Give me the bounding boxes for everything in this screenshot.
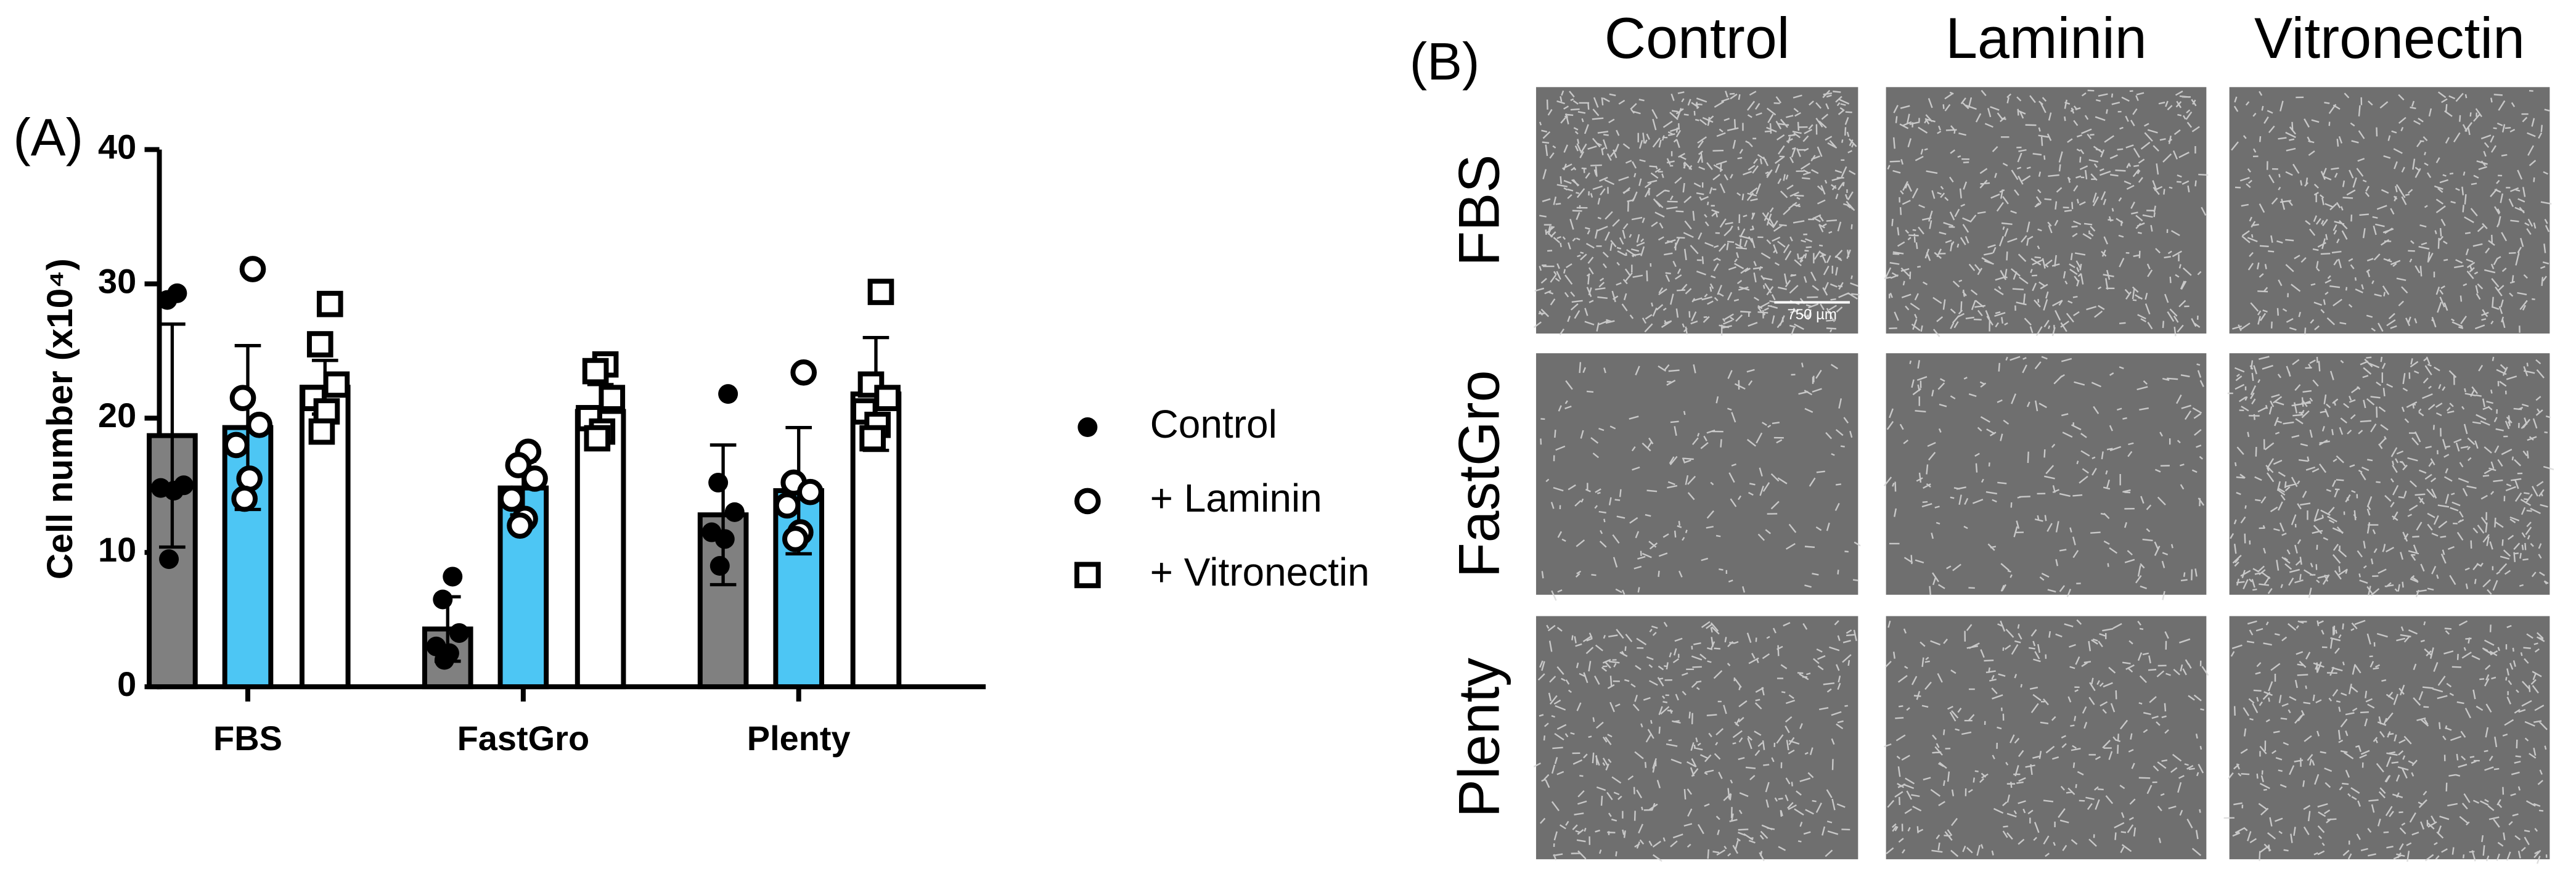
y-tick-label: 20 [98,396,136,435]
data-point [164,481,184,501]
cell-speckles [1540,362,1861,601]
data-point [449,623,469,643]
data-point [874,385,901,411]
data-point [1077,417,1098,438]
data-point [505,452,532,478]
x-tick-label: Plenty [747,719,851,758]
data-point [709,556,730,576]
data-point [859,425,886,452]
data-point [308,418,335,445]
legend-label: + Laminin [1150,476,1322,520]
legend-label: Control [1150,402,1277,446]
data-point [599,385,626,411]
data-point [708,472,729,493]
y-tick-label: 30 [98,261,136,300]
data-point [246,411,272,438]
scale-bar-label: 750 µm [1787,306,1836,323]
micrograph [2229,353,2550,595]
cell-speckles [1884,619,2209,857]
data-point [434,650,454,670]
column-header: Vitronectin [2254,6,2525,70]
data-point [1074,562,1101,589]
micrograph [2229,87,2550,334]
data-point [316,290,343,317]
x-tick-label: FastGro [457,719,590,758]
row-header: FastGro [1447,370,1511,578]
data-point [498,485,525,512]
cell-speckles [2227,356,2554,599]
data-point [433,589,453,610]
data-point [724,502,745,522]
data-point [584,425,611,452]
data-point [306,331,333,358]
panel-label: (A) [13,108,83,167]
data-point [239,256,266,282]
cell-speckles [2223,619,2548,864]
cell-speckles [1884,89,2209,337]
error-bar [159,322,186,549]
data-point [582,358,609,385]
data-point [229,385,256,411]
panel-label: (B) [1410,33,1480,91]
data-point [714,529,735,549]
cell-speckles [1533,620,1857,862]
data-point [521,465,548,492]
cell-speckles [1533,89,1860,336]
micrograph [1535,353,1858,595]
data-point [159,549,179,570]
legend-label: + Vitronectin [1150,550,1370,594]
x-tick-label: FBS [213,719,282,758]
row-header: FBS [1447,155,1511,266]
cell-speckles [2231,89,2552,335]
data-point [1074,488,1101,515]
micrograph [1886,353,2207,595]
column-header: Control [1605,6,1790,70]
row-header: Plenty [1447,658,1511,818]
y-tick-label: 0 [117,664,136,703]
data-point [790,359,817,386]
data-point [157,290,178,310]
data-point [797,478,824,505]
cell-speckles [1883,356,2205,600]
data-point [774,492,801,519]
data-point [323,371,350,398]
data-point [223,431,250,459]
data-point [443,566,463,587]
column-header: Laminin [1945,6,2147,70]
data-point [231,485,258,512]
data-point [507,512,533,539]
data-point [782,526,809,552]
y-tick-label: 10 [98,530,136,569]
y-tick-label: 40 [98,127,136,166]
data-point [718,384,738,404]
y-axis-label: Cell number (x10⁴) [40,258,80,579]
bar [574,409,626,690]
micrograph [1535,616,1858,859]
micrograph [2229,616,2550,859]
data-point [867,279,894,305]
